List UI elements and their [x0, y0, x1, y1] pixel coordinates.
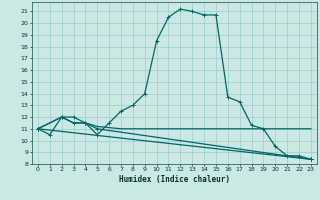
X-axis label: Humidex (Indice chaleur): Humidex (Indice chaleur): [119, 175, 230, 184]
